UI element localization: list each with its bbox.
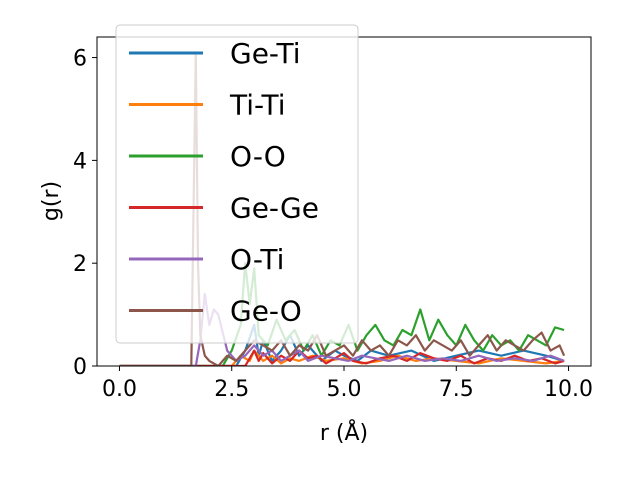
x-tick-label: 0.0 — [102, 377, 137, 402]
x-ticks: 0.0 2.5 5.0 7.5 10.0 — [102, 366, 593, 402]
x-tick-label: 2.5 — [214, 377, 249, 402]
legend-label: Ge-Ge — [230, 192, 319, 225]
y-ticks: 0 2 4 6 — [73, 47, 97, 380]
x-tick-label: 10.0 — [544, 377, 593, 402]
legend-label: O-O — [230, 140, 286, 173]
legend-label: Ge-O — [230, 295, 302, 328]
legend: Ge-Ti Ti-Ti O-O Ge-Ge O-Ti Ge-O — [115, 24, 359, 344]
x-tick-label: 7.5 — [439, 377, 474, 402]
y-tick-label: 0 — [73, 355, 87, 380]
legend-label: Ti-Ti — [229, 89, 286, 122]
legend-label: O-Ti — [230, 243, 284, 276]
y-tick-label: 6 — [73, 47, 87, 72]
series-line-ti-ti — [119, 349, 565, 366]
series-line-ge-o — [119, 51, 566, 366]
y-tick-label: 2 — [73, 252, 87, 277]
x-tick-label: 5.0 — [327, 377, 362, 402]
x-axis-label: r (Å) — [320, 419, 368, 446]
legend-items: Ge-Ti Ti-Ti O-O Ge-Ge O-Ti Ge-O — [129, 37, 319, 328]
legend-label: Ge-Ti — [230, 37, 300, 70]
y-tick-label: 4 — [73, 149, 87, 174]
y-axis-label: g(r) — [39, 181, 64, 221]
